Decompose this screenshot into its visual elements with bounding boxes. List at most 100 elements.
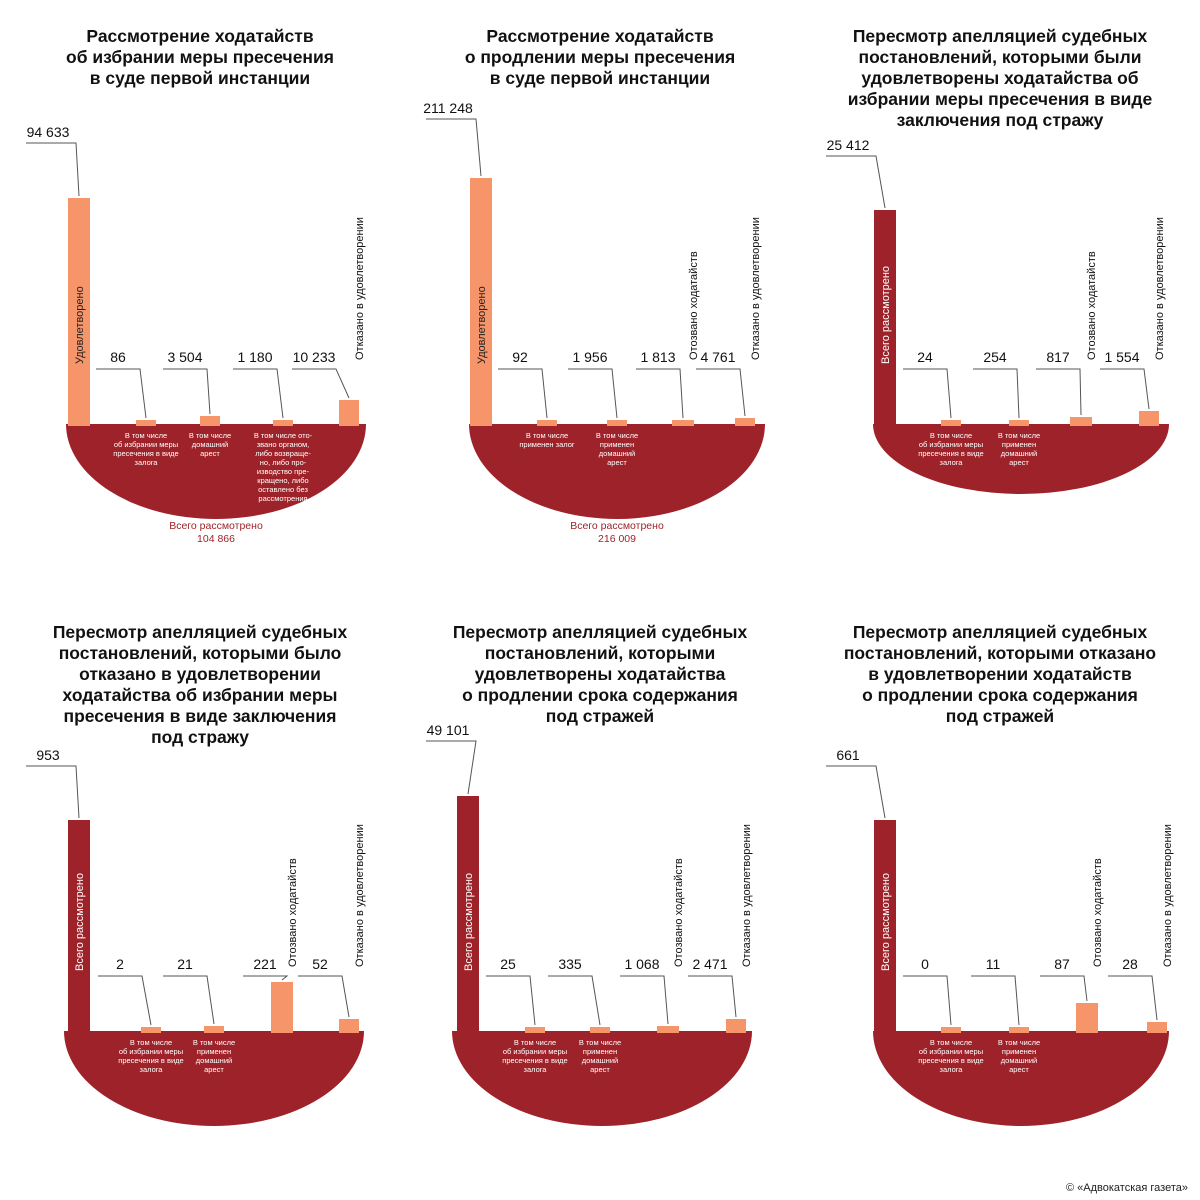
- item-vertical-label: Отказано в удовлетворении: [741, 824, 753, 967]
- item-caption-line: В том числе: [193, 1038, 235, 1047]
- item-bar: [735, 418, 755, 426]
- chart-title-line: под стражей: [945, 706, 1055, 726]
- chart-panel-4: Пересмотр апелляцией судебных постановлен…: [0, 600, 400, 1200]
- item-leader-line: [696, 368, 746, 417]
- total-bowl: [873, 424, 1169, 494]
- chart-title: Пересмотр апелляцией судебных постановлен…: [810, 622, 1190, 727]
- chart-title-line: под стражу: [151, 727, 249, 747]
- chart-title-line: в суде первой инстанции: [89, 68, 311, 88]
- item-leader-line: [1040, 975, 1088, 1002]
- item-caption-line: залога: [140, 1065, 164, 1074]
- item-bar: [200, 416, 220, 426]
- item-caption-line: пресечения в виде: [918, 449, 983, 458]
- chart-title-line: отказано в удовлетворении: [79, 664, 321, 684]
- item-caption-line: применен залог: [519, 440, 575, 449]
- main-leader-line: [426, 740, 477, 795]
- item-leader-line: [243, 975, 289, 981]
- item-bar: [339, 400, 359, 426]
- item-leader-line: [298, 975, 350, 1018]
- item-bar: [1076, 1003, 1098, 1033]
- main-bar: [874, 820, 896, 1033]
- item-leader-line: [498, 368, 548, 419]
- chart-title-line: Рассмотрение ходатайств: [86, 26, 314, 46]
- item-caption-line: В том числе: [125, 431, 167, 440]
- item-caption-line: домашний: [1001, 1056, 1037, 1065]
- total-bowl: [64, 1031, 364, 1126]
- item-caption-line: домашний: [599, 449, 635, 458]
- item-value-label: 1 068: [624, 956, 659, 972]
- item-leader-line: [1036, 368, 1082, 416]
- item-caption-line: В том числе ото-: [254, 431, 313, 440]
- total-value: 216 009: [598, 533, 636, 545]
- item-bar: [1147, 1022, 1167, 1033]
- item-caption-line: пресечения в виде: [113, 449, 178, 458]
- item-caption-line: домашний: [1001, 449, 1037, 458]
- item-bar: [657, 1026, 679, 1033]
- item-bar: [339, 1019, 359, 1033]
- main-leader-line: [26, 765, 80, 819]
- item-bar: [1009, 1027, 1029, 1033]
- chart-title-line: пресечения в виде заключения: [63, 706, 337, 726]
- item-caption-line: В том числе: [998, 1038, 1040, 1047]
- total-label: Всего рассмотрено: [570, 520, 664, 532]
- item-caption-line: кращено, либо: [257, 476, 308, 485]
- item-bar: [271, 982, 293, 1033]
- item-leader-line: [233, 368, 284, 419]
- main-bar: [68, 198, 90, 426]
- item-vertical-label: Отказано в удовлетворении: [354, 824, 366, 967]
- chart-title: Рассмотрение ходатайств о продлении меры …: [410, 26, 790, 89]
- chart-title-line: об избрании меры пресечения: [66, 47, 334, 67]
- item-leader-line: [973, 368, 1020, 419]
- chart-title-line: Пересмотр апелляцией судебных: [452, 622, 748, 642]
- chart-title-line: удовлетворены ходатайства об: [861, 68, 1139, 88]
- main-value-label: 25 412: [827, 137, 870, 153]
- chart-panel-3: Пересмотр апелляцией судебных постановлен…: [800, 0, 1200, 600]
- item-leader-line: [292, 368, 350, 399]
- total-bowl: [873, 1031, 1169, 1126]
- main-leader-line: [26, 142, 80, 197]
- item-vertical-label: Отозвано ходатайств: [1092, 858, 1104, 967]
- main-value-label: 49 101: [427, 722, 470, 738]
- item-bar: [941, 420, 961, 426]
- item-value-label: 21: [177, 956, 193, 972]
- chart-title: Пересмотр апелляцией судебных постановлен…: [10, 622, 390, 748]
- total-value: 104 866: [197, 533, 235, 545]
- item-caption-line: либо возвраще-: [255, 449, 311, 458]
- item-caption-line: применен: [1002, 1047, 1036, 1056]
- item-caption-line: рассмотрения: [258, 494, 307, 503]
- item-value-label: 254: [983, 349, 1007, 365]
- item-caption-line: арест: [1009, 458, 1029, 467]
- item-caption-line: изводство пре-: [257, 467, 310, 476]
- item-leader-line: [636, 368, 684, 419]
- item-caption-line: арест: [204, 1065, 224, 1074]
- item-leader-line: [163, 975, 215, 1025]
- chart-title-line: избрании меры пресечения в виде: [847, 89, 1153, 109]
- item-leader-line: [1108, 975, 1158, 1021]
- item-value-label: 52: [312, 956, 328, 972]
- item-leader-line: [163, 368, 211, 415]
- chart-title-line: под стражей: [545, 706, 655, 726]
- item-value-label: 24: [917, 349, 933, 365]
- item-vertical-label: Отказано в удовлетворении: [1154, 217, 1166, 360]
- main-bar: [68, 820, 90, 1033]
- item-bar: [726, 1019, 746, 1033]
- item-value-label: 1 180: [237, 349, 272, 365]
- item-caption-line: В том числе: [596, 431, 638, 440]
- item-caption-line: но, либо про-: [260, 458, 307, 467]
- item-value-label: 817: [1046, 349, 1070, 365]
- item-caption-line: звано органом,: [257, 440, 310, 449]
- chart-title-line: удовлетворены ходатайства: [474, 664, 726, 684]
- item-value-label: 335: [558, 956, 582, 972]
- item-caption-line: В том числе: [930, 431, 972, 440]
- item-bar: [525, 1027, 545, 1033]
- chart-panel-2: Рассмотрение ходатайств о продлении меры …: [400, 0, 800, 600]
- item-value-label: 10 233: [293, 349, 336, 365]
- item-caption-line: об избрании меры: [919, 1047, 983, 1056]
- item-leader-line: [568, 368, 618, 419]
- chart-title: Рассмотрение ходатайств об избрании меры …: [10, 26, 390, 89]
- main-bar: [457, 796, 479, 1033]
- chart-title-line: заключения под стражу: [896, 110, 1104, 130]
